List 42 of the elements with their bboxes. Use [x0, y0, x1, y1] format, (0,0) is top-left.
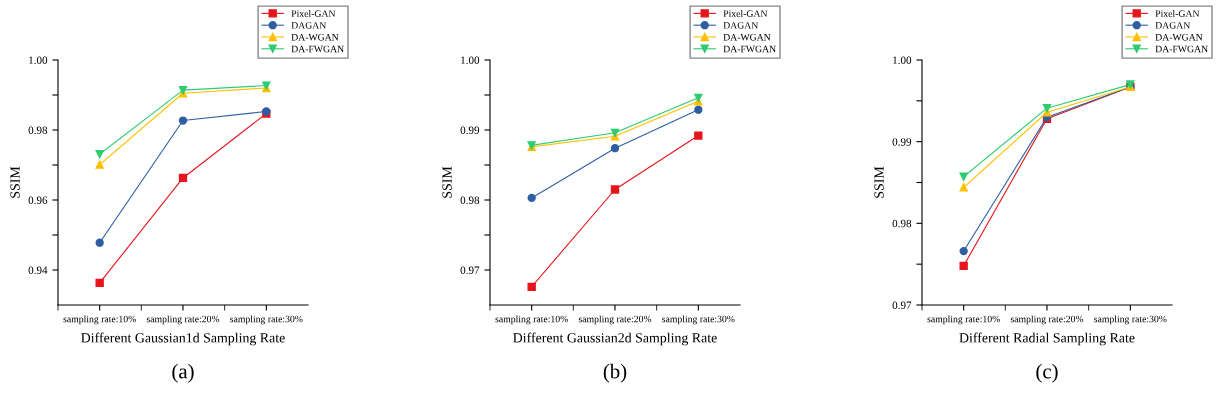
y-tick-label: 0.98: [460, 196, 480, 205]
x-tick-label: sampling rate:10%: [495, 315, 568, 325]
y-tick-label: 0.97: [892, 301, 912, 310]
y-tick-label: 1.00: [29, 56, 48, 65]
x-axis-title: Different Gaussian1d Sampling Rate: [81, 332, 285, 346]
y-axis-title: SSIM: [10, 166, 20, 198]
y-tick-label: 0.94: [28, 266, 48, 275]
x-tick-label: sampling rate:30%: [1094, 315, 1167, 325]
x-axis-title: Different Radial Sampling Rate: [959, 332, 1135, 346]
y-tick-label: 0.97: [460, 266, 480, 275]
legend-label: DAGAN: [291, 22, 327, 29]
y-tick-label: 0.98: [28, 126, 48, 135]
y-tick-label: 1.00: [893, 56, 912, 65]
legend-label: DA-FWGAN: [291, 45, 344, 53]
x-tick-label: sampling rate:20%: [146, 315, 220, 325]
legend-label: DA-WGAN: [723, 33, 771, 41]
x-tick-label: sampling rate:10%: [927, 315, 1000, 325]
x-tick-label: sampling rate:20%: [578, 315, 652, 325]
legend-label: DA-FWGAN: [723, 45, 776, 53]
legend-label: DA-WGAN: [291, 33, 339, 41]
legend-label: DA-FWGAN: [1155, 45, 1208, 53]
x-tick-label: sampling rate:30%: [230, 315, 303, 325]
legend-label: DAGAN: [723, 22, 759, 29]
legend-label: DAGAN: [1155, 22, 1191, 29]
legend-label: Pixel-GAN: [1155, 10, 1200, 17]
y-tick-label: 1.00: [461, 56, 480, 65]
text: (a): [172, 363, 194, 383]
x-axis-title: Different Gaussian2d Sampling Rate: [513, 332, 717, 346]
y-axis-title: SSIM: [442, 166, 452, 198]
y-tick-label: 0.99: [460, 126, 480, 135]
x-tick-label: sampling rate:20%: [1010, 315, 1084, 325]
y-tick-label: 0.98: [892, 219, 912, 228]
y-axis-title: SSIM: [874, 166, 884, 198]
y-tick-label: 0.96: [28, 196, 48, 205]
legend-label: DA-WGAN: [1155, 33, 1203, 41]
text: (c): [1036, 363, 1058, 383]
y-tick-label: 0.99: [892, 138, 912, 146]
x-tick-label: sampling rate:30%: [662, 315, 735, 325]
x-tick-label: sampling rate:10%: [63, 315, 136, 325]
legend-label: Pixel-GAN: [291, 10, 336, 17]
text: (b): [603, 363, 627, 383]
legend-label: Pixel-GAN: [723, 10, 768, 17]
